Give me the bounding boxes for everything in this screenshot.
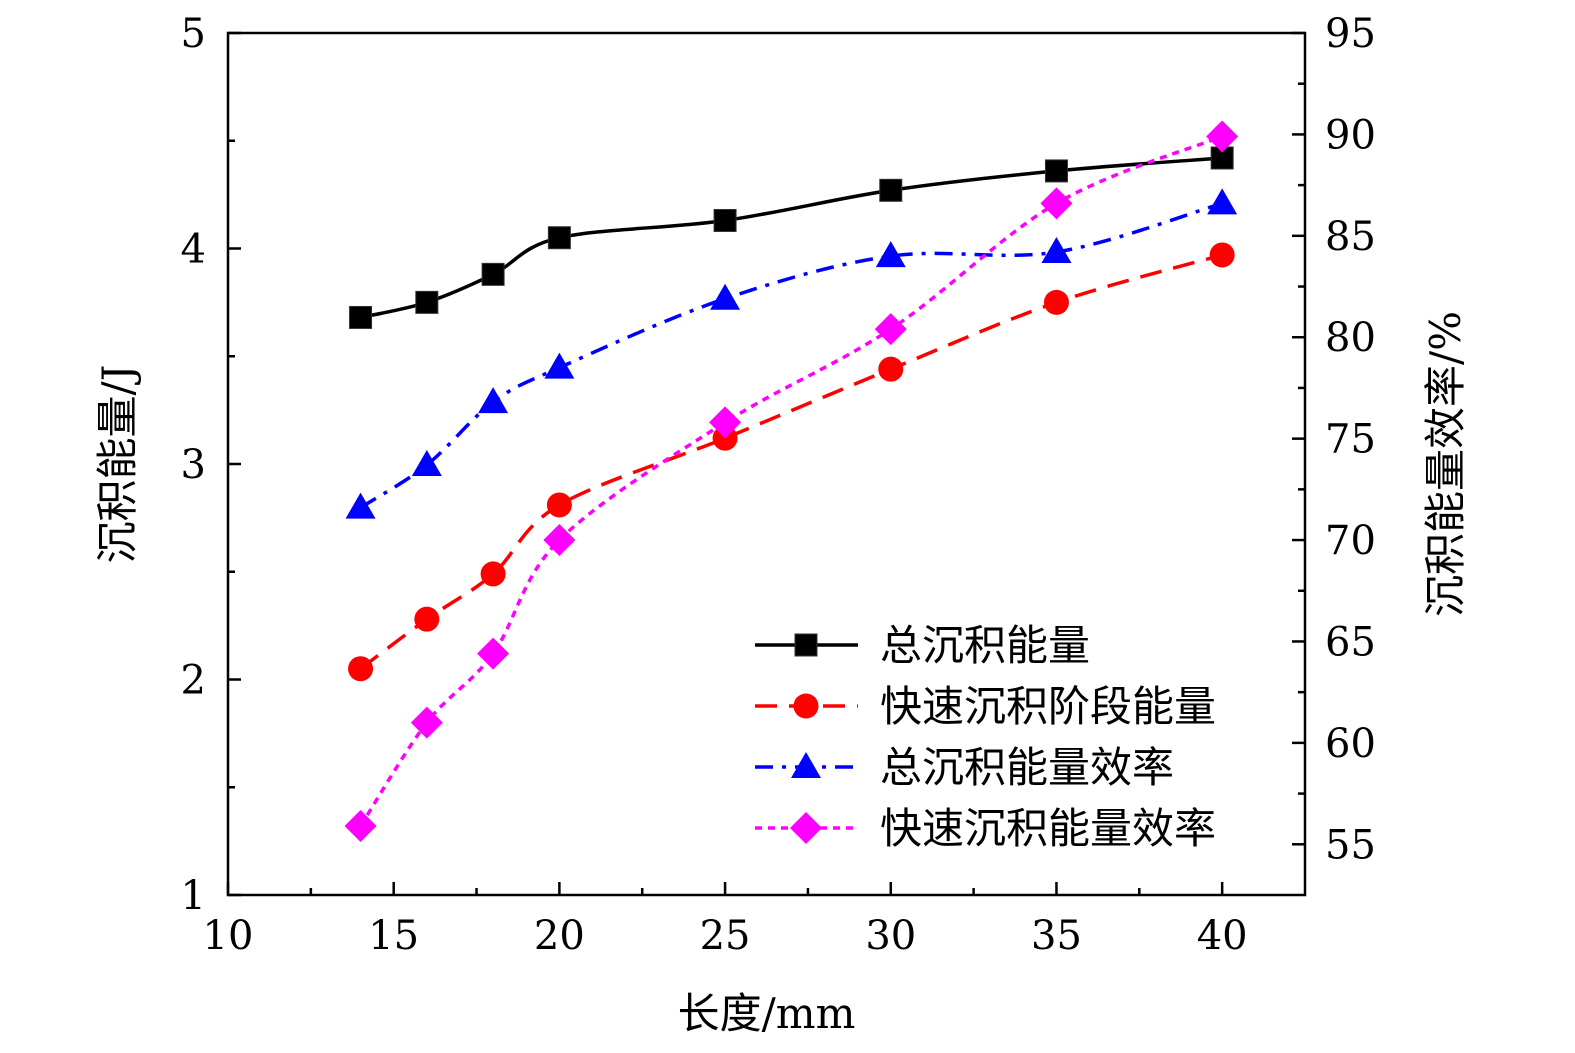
x-tick-label: 30 (865, 913, 916, 959)
y-right-tick-label: 75 (1325, 417, 1376, 463)
data-point (713, 208, 737, 232)
data-point (1043, 289, 1069, 315)
legend-label: 总沉积能量 (880, 621, 1090, 670)
data-point (410, 706, 443, 739)
legend-item: 总沉积能量 (755, 621, 1090, 670)
legend-label: 快速沉积能量效率 (880, 804, 1216, 853)
x-tick-label: 40 (1197, 913, 1248, 959)
y-right-tick-label: 95 (1325, 11, 1376, 57)
data-point (345, 492, 376, 519)
data-point (344, 810, 377, 843)
data-point (874, 313, 907, 346)
legend-marker (794, 633, 818, 657)
y-left-tick-label: 1 (181, 873, 206, 919)
legend-label: 总沉积能量效率 (880, 743, 1174, 792)
y-right-tick-label: 90 (1325, 112, 1376, 158)
y-left-tick-label: 5 (181, 11, 206, 57)
x-tick-label: 10 (203, 913, 254, 959)
x-tick-label: 25 (700, 913, 751, 959)
series-1 (349, 146, 1234, 329)
series-2 (348, 242, 1235, 682)
series-3 (345, 188, 1238, 519)
y-right-axis-title: 沉积能量效率/% (1421, 311, 1470, 617)
legend-marker (793, 693, 819, 719)
series-layer (344, 120, 1239, 843)
data-point (878, 356, 904, 382)
data-point (411, 450, 442, 477)
series-line (359, 253, 1223, 671)
y-left-tick-label: 3 (181, 442, 206, 488)
data-point (481, 262, 505, 286)
data-point (480, 561, 506, 587)
legend-marker (791, 752, 821, 778)
x-tick-label: 35 (1031, 913, 1082, 959)
data-point (1207, 188, 1238, 215)
data-point (477, 637, 510, 670)
data-point (709, 406, 742, 439)
data-point (544, 352, 575, 379)
legend-item: 总沉积能量效率 (755, 743, 1174, 792)
y-left-tick-label: 4 (181, 227, 206, 273)
series-line (360, 156, 1223, 320)
legend-item: 快速沉积阶段能量 (755, 682, 1216, 731)
data-point (349, 305, 373, 329)
y-right-tick-label: 60 (1325, 721, 1376, 767)
x-tick-label: 20 (534, 913, 585, 959)
data-point (1209, 242, 1235, 268)
legend-item: 快速沉积能量效率 (755, 804, 1216, 853)
data-point (546, 492, 572, 518)
data-point (348, 656, 374, 682)
data-point (547, 226, 571, 250)
data-point (415, 290, 439, 314)
y-left-axis-title: 沉积能量/J (93, 365, 142, 564)
x-tick-label: 15 (368, 913, 419, 959)
plot-frame (226, 31, 1307, 897)
series-4 (344, 120, 1239, 843)
data-point (879, 178, 903, 202)
data-point (414, 606, 440, 632)
legend-label: 快速沉积阶段能量 (880, 682, 1216, 731)
data-point (1041, 237, 1072, 264)
y-right-tick-label: 70 (1325, 518, 1376, 564)
y-right-tick-label: 55 (1325, 822, 1376, 868)
y-left-tick-label: 2 (181, 658, 206, 704)
data-point (478, 387, 509, 414)
data-point (1206, 120, 1239, 153)
data-point (1044, 159, 1068, 183)
legend-marker (790, 812, 822, 844)
data-point (710, 283, 741, 310)
data-point (875, 241, 906, 268)
data-point (543, 524, 576, 557)
data-point (1040, 187, 1073, 220)
y-right-tick-label: 85 (1325, 214, 1376, 260)
x-axis-title: 长度/mm (678, 989, 856, 1038)
y-right-tick-label: 65 (1325, 619, 1376, 665)
series-line (359, 201, 1223, 510)
series-line (359, 134, 1223, 827)
y-right-tick-label: 80 (1325, 315, 1376, 361)
